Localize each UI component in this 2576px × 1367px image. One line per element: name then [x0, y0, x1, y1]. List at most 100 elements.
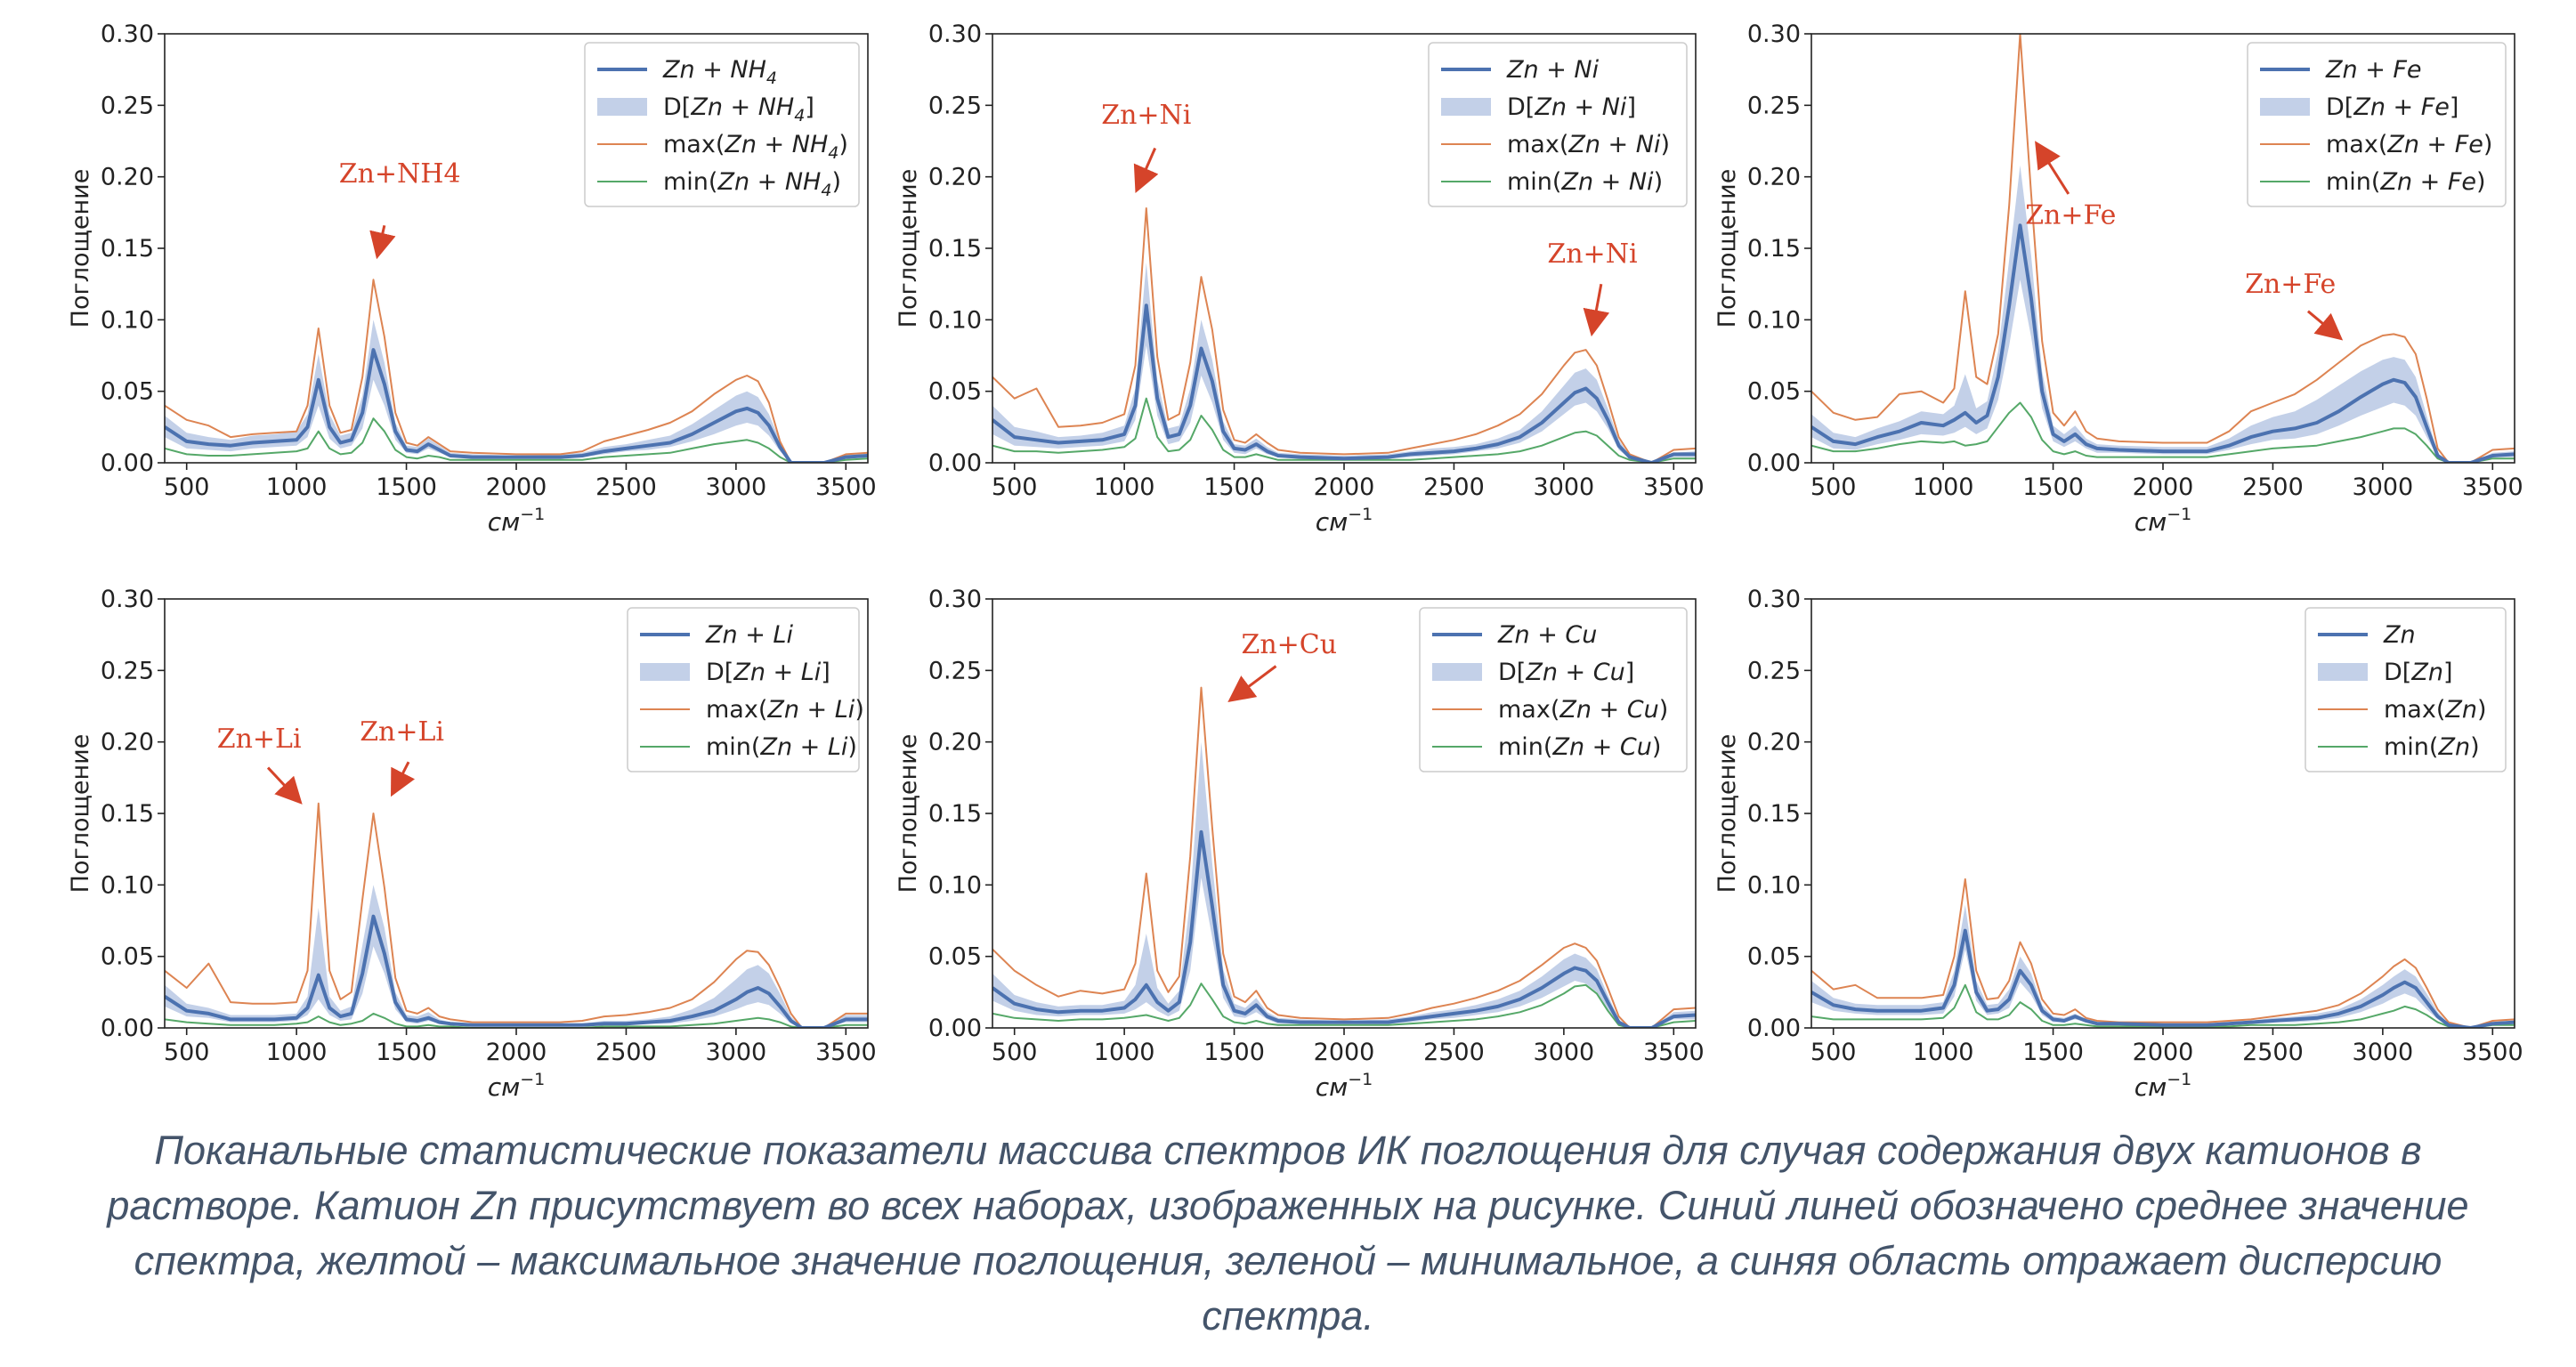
- max-line: [992, 686, 1696, 1028]
- legend-label: min(Zn + Fe): [2326, 168, 2486, 196]
- mean-line: [1811, 928, 2515, 1028]
- legend-item: D[Zn + NH4]: [597, 93, 814, 125]
- x-tick-label: 2000: [2133, 1039, 2194, 1066]
- y-tick-label: 0.25: [928, 657, 982, 684]
- x-tick-label: 2000: [1314, 1039, 1375, 1066]
- legend-item: max(Zn + Fe): [2260, 131, 2492, 158]
- x-axis-label-exponent: −1: [1348, 505, 1373, 524]
- y-tick-label: 0.05: [1747, 943, 1801, 971]
- annotation-label: Zn+Fe: [2245, 269, 2336, 300]
- y-tick-label: 0.10: [1747, 871, 1801, 899]
- x-tick-label: 2500: [1423, 473, 1485, 501]
- x-tick-label: 3500: [1643, 473, 1705, 501]
- x-tick-label: 2500: [595, 1039, 657, 1066]
- annotation-arrow: [1227, 665, 1277, 703]
- y-tick-label: 0.25: [101, 657, 154, 684]
- legend: Zn D[Zn] max(Zn) min(Zn): [2305, 607, 2507, 772]
- y-tick-label: 0.00: [928, 449, 982, 477]
- legend-label: Zn + Li: [705, 621, 793, 649]
- y-tick-label: 0.15: [928, 800, 982, 828]
- x-axis-label: см−1: [2135, 505, 2192, 537]
- legend-item: D[Zn]: [2318, 659, 2452, 686]
- plot-area: [165, 279, 868, 463]
- dispersion-band: [992, 741, 1696, 1028]
- y-tick-label: 0.25: [1747, 657, 1801, 684]
- legend-label: min(Zn + Li): [706, 733, 857, 761]
- y-tick-label: 0.20: [1747, 729, 1801, 756]
- legend-item: D[Zn + Ni]: [1441, 93, 1636, 121]
- mean-line: [165, 914, 868, 1028]
- y-tick-label: 0.05: [928, 943, 982, 971]
- x-axis-label: см−1: [1316, 505, 1373, 537]
- legend-label: D[Zn + Li]: [706, 659, 830, 686]
- y-tick-label: 0.30: [928, 586, 982, 613]
- max-line: [1811, 878, 2515, 1028]
- x-tick-label: 2500: [2242, 473, 2304, 501]
- annotation: Zn+Ni: [1547, 239, 1638, 337]
- legend-label: D[Zn + Cu]: [1498, 659, 1634, 686]
- legend-item: min(Zn): [2318, 733, 2480, 761]
- y-tick-label: 0.05: [101, 378, 154, 406]
- x-axis-label: см−1: [488, 505, 546, 537]
- legend-label: min(Zn + Cu): [1498, 733, 1661, 761]
- legend-swatch: [1441, 98, 1491, 116]
- annotation: Zn+Li: [360, 716, 444, 797]
- x-axis-label-exponent: −1: [2167, 1070, 2191, 1089]
- x-tick-label: 1500: [376, 473, 437, 501]
- dispersion-band: [1811, 165, 2515, 463]
- annotation-label: Zn+Ni: [1547, 239, 1637, 270]
- legend-item: Zn + Cu: [1432, 621, 1597, 649]
- y-tick-label: 0.10: [101, 871, 154, 899]
- legend: Zn + NH4 D[Zn + NH4] max(Zn + NH4) min(Zn +…: [584, 42, 860, 207]
- legend-item: max(Zn): [2318, 696, 2487, 724]
- y-tick-label: 0.25: [101, 92, 154, 119]
- y-tick-label: 0.10: [928, 306, 982, 334]
- legend-label: max(Zn + Cu): [1498, 696, 1668, 724]
- dispersion-band: [165, 320, 868, 463]
- y-tick-label: 0.05: [101, 943, 154, 971]
- chart-panel-top-left: 0.00 0.05 0.10 0.15 0.20 0.25 0.30 500 1000 1500 2…: [67, 20, 877, 537]
- y-axis-label: Поглощение: [1713, 169, 1741, 328]
- x-axis-label: см−1: [2135, 1070, 2192, 1102]
- chart-panel-top-right: 0.00 0.05 0.10 0.15 0.20 0.25 0.30 500 1000 1500 2…: [1713, 20, 2523, 537]
- x-axis-label: см−1: [488, 1070, 546, 1102]
- mean-line: [992, 829, 1696, 1028]
- x-tick-label: 1500: [1203, 473, 1265, 501]
- annotation-label: Zn+NH4: [339, 158, 461, 190]
- legend: Zn + Ni D[Zn + Ni] max(Zn + Ni) min(Zn + Ni…: [1428, 42, 1688, 207]
- legend: Zn + Cu D[Zn + Cu] max(Zn + Cu) min(Zn + Cu…: [1419, 607, 1688, 772]
- legend-swatch: [597, 98, 647, 116]
- plot-area: [165, 802, 868, 1028]
- x-tick-label: 3000: [1534, 1039, 1595, 1066]
- min-line: [992, 983, 1696, 1028]
- annotation-arrow: [369, 224, 396, 260]
- figure-caption: Поканальные статистические показатели ма…: [107, 1128, 2469, 1339]
- x-tick-label: 1500: [1203, 1039, 1265, 1066]
- legend-item: min(Zn + NH4): [597, 168, 841, 200]
- x-tick-label: 3500: [815, 473, 877, 501]
- legend-label: D[Zn + Ni]: [1507, 93, 1636, 121]
- y-tick-label: 0.20: [101, 164, 154, 191]
- legend-label: Zn + Fe: [2325, 56, 2422, 84]
- min-line: [165, 1012, 868, 1028]
- x-tick-label: 1000: [266, 473, 328, 501]
- mean-line: [165, 348, 868, 463]
- y-tick-label: 0.30: [1747, 586, 1801, 613]
- x-tick-label: 3000: [1534, 473, 1595, 501]
- max-line: [992, 207, 1696, 463]
- annotation: Zn+Li: [217, 724, 303, 805]
- plot-area: [1811, 34, 2515, 463]
- legend-item: Zn + NH4: [597, 56, 777, 88]
- x-tick-label: 2000: [1314, 473, 1375, 501]
- y-tick-label: 0.10: [101, 306, 154, 334]
- legend-swatch: [1432, 663, 1482, 681]
- x-tick-label: 500: [1810, 1039, 1857, 1066]
- legend-item: min(Zn + Ni): [1441, 168, 1663, 196]
- y-tick-label: 0.20: [928, 729, 982, 756]
- x-tick-label: 500: [992, 1039, 1038, 1066]
- legend-label: min(Zn + Ni): [1507, 168, 1663, 196]
- y-tick-label: 0.25: [928, 92, 982, 119]
- annotation-arrow: [2035, 141, 2070, 195]
- legend-item: max(Zn + Ni): [1441, 131, 1670, 158]
- x-tick-label: 1000: [1094, 473, 1155, 501]
